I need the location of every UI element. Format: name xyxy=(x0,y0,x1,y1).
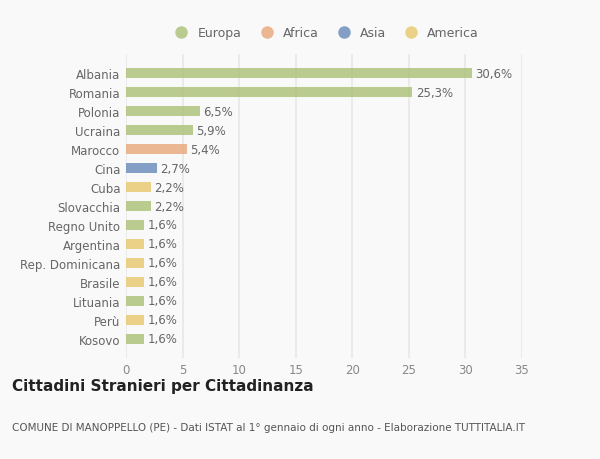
Bar xyxy=(126,69,472,79)
Text: 2,7%: 2,7% xyxy=(160,162,190,175)
Text: 5,9%: 5,9% xyxy=(196,124,226,137)
Bar xyxy=(126,145,187,155)
Text: 1,6%: 1,6% xyxy=(148,333,178,346)
Bar xyxy=(126,126,193,136)
Bar xyxy=(126,106,200,117)
Text: 5,4%: 5,4% xyxy=(190,143,220,156)
Legend: Europa, Africa, Asia, America: Europa, Africa, Asia, America xyxy=(164,22,484,45)
Text: 1,6%: 1,6% xyxy=(148,257,178,270)
Bar xyxy=(126,88,412,98)
Text: 2,2%: 2,2% xyxy=(154,181,184,194)
Bar xyxy=(126,258,144,269)
Bar xyxy=(126,277,144,287)
Text: 6,5%: 6,5% xyxy=(203,106,233,118)
Text: 1,6%: 1,6% xyxy=(148,295,178,308)
Text: 1,6%: 1,6% xyxy=(148,313,178,327)
Bar xyxy=(126,334,144,344)
Text: 25,3%: 25,3% xyxy=(416,86,453,100)
Bar xyxy=(126,220,144,231)
Bar xyxy=(126,315,144,325)
Bar xyxy=(126,202,151,212)
Text: Cittadini Stranieri per Cittadinanza: Cittadini Stranieri per Cittadinanza xyxy=(12,379,314,394)
Bar xyxy=(126,296,144,307)
Text: 1,6%: 1,6% xyxy=(148,276,178,289)
Bar xyxy=(126,163,157,174)
Text: 1,6%: 1,6% xyxy=(148,219,178,232)
Bar xyxy=(126,239,144,250)
Text: 1,6%: 1,6% xyxy=(148,238,178,251)
Text: 2,2%: 2,2% xyxy=(154,200,184,213)
Bar xyxy=(126,182,151,193)
Text: COMUNE DI MANOPPELLO (PE) - Dati ISTAT al 1° gennaio di ogni anno - Elaborazione: COMUNE DI MANOPPELLO (PE) - Dati ISTAT a… xyxy=(12,422,525,432)
Text: 30,6%: 30,6% xyxy=(476,67,513,80)
